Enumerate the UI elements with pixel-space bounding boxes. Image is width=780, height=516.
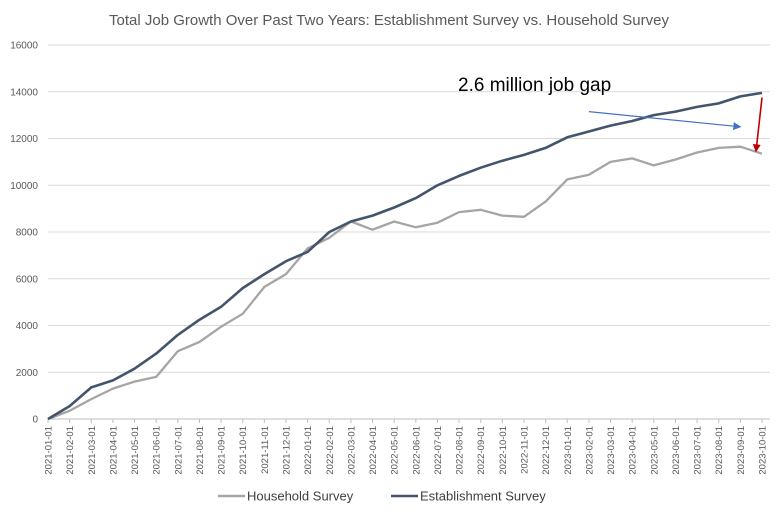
y-tick-label: 2000	[16, 368, 39, 379]
y-tick-label: 6000	[16, 274, 39, 285]
gridlines	[48, 44, 770, 420]
x-tick-label: 2023-04-01	[628, 426, 639, 475]
x-tick-label: 2021-06-01	[152, 426, 163, 475]
y-tick-label: 10000	[10, 181, 38, 192]
x-tick-label: 2022-03-01	[346, 426, 357, 475]
legend-label: Establishment Survey	[420, 489, 546, 504]
x-tick-label: 2022-10-01	[498, 426, 509, 475]
x-tick-label: 2023-10-01	[758, 426, 769, 475]
annotation-arrow	[588, 111, 742, 131]
x-tick-label: 2021-09-01	[217, 426, 228, 475]
x-tick-label: 2023-08-01	[714, 426, 725, 475]
x-tick-label: 2023-03-01	[606, 426, 617, 475]
x-tick-label: 2021-03-01	[87, 426, 98, 475]
x-tick-label: 2022-11-01	[520, 426, 531, 474]
y-tick-label: 12000	[10, 134, 38, 145]
chart-title: Total Job Growth Over Past Two Years: Es…	[109, 12, 669, 29]
x-tick-label: 2022-06-01	[411, 426, 422, 475]
series-line-household-survey	[47, 145, 763, 421]
x-tick-label: 2022-01-01	[303, 426, 314, 475]
legend: Household Survey Establishment Survey	[218, 489, 546, 504]
x-tick-label: 2022-12-01	[541, 426, 552, 475]
x-tick-label: 2021-11-01	[260, 426, 271, 474]
x-tick-label: 2021-05-01	[130, 426, 141, 475]
x-tick-label: 2023-07-01	[693, 426, 704, 475]
x-tick-label: 2021-10-01	[238, 426, 249, 475]
x-tick-label: 2022-04-01	[368, 426, 379, 475]
x-axis: 2021-01-01 2021-02-01 2021-03-01 2021-04-01…	[44, 418, 770, 475]
y-axis-ticks: 0 2000 4000 6000 8000 10000 12000 14000 16000	[10, 41, 38, 426]
annotation-job-gap-label: 2.6 million job gap	[458, 75, 611, 96]
x-tick-label: 2022-07-01	[433, 426, 444, 475]
y-tick-label: 0	[32, 415, 38, 426]
x-tick-label: 2021-07-01	[173, 426, 184, 475]
annotations: 2.6 million job gap	[458, 75, 763, 153]
annotation-arrow	[752, 97, 763, 153]
series-lines	[47, 91, 763, 421]
x-tick-label: 2022-09-01	[476, 426, 487, 475]
legend-label: Household Survey	[247, 489, 354, 504]
x-tick-label: 2022-02-01	[325, 426, 336, 475]
x-tick-label: 2023-01-01	[563, 426, 574, 475]
x-tick-label: 2023-05-01	[649, 426, 660, 475]
y-tick-label: 8000	[16, 228, 39, 239]
x-tick-label: 2023-09-01	[736, 426, 747, 475]
x-tick-label: 2023-06-01	[671, 426, 682, 475]
x-tick-label: 2022-05-01	[390, 426, 401, 475]
x-tick-label: 2021-12-01	[282, 426, 293, 475]
y-tick-label: 16000	[10, 41, 38, 52]
x-tick-label: 2021-04-01	[108, 426, 119, 475]
y-tick-label: 4000	[16, 321, 39, 332]
x-tick-label: 2022-08-01	[455, 426, 466, 475]
x-tick-label: 2021-01-01	[44, 426, 55, 475]
series-line-establishment-survey	[47, 91, 763, 421]
x-tick-label: 2021-08-01	[195, 426, 206, 475]
x-tick-label: 2021-02-01	[65, 426, 76, 475]
x-tick-label: 2023-02-01	[584, 426, 595, 475]
y-tick-label: 14000	[10, 87, 38, 98]
